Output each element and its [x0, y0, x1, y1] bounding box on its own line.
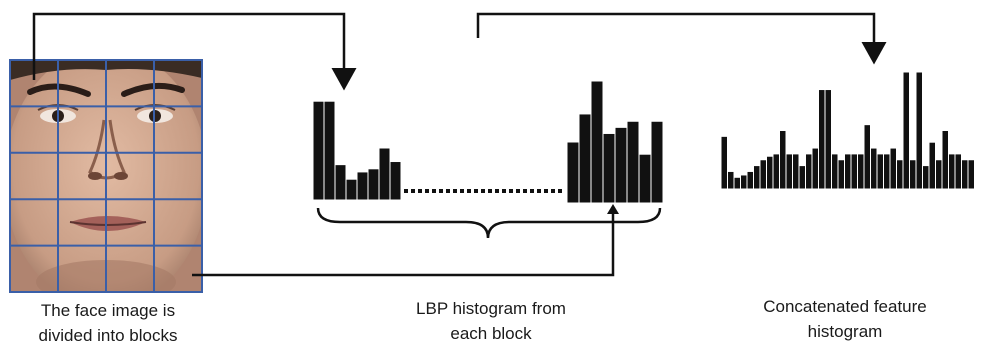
histogram-bar	[961, 159, 969, 190]
histogram-bar	[922, 165, 930, 190]
face-caption: The face image is divided into blocks	[0, 298, 216, 348]
histogram-bar	[626, 120, 640, 204]
histogram-bar	[638, 153, 652, 204]
histogram-bar	[759, 159, 767, 190]
histogram-bar	[798, 165, 806, 190]
histogram-bar	[389, 161, 402, 201]
histogram-bar	[779, 130, 787, 190]
last-block-histogram	[566, 80, 664, 204]
ellipsis-dot	[530, 189, 534, 193]
histogram-bar	[876, 153, 884, 190]
histogram-ellipsis	[404, 189, 562, 193]
ellipsis-dot	[411, 189, 415, 193]
histogram-bar	[312, 100, 325, 201]
lbp-caption: LBP histogram from each block	[376, 296, 606, 346]
histogram-bar	[792, 153, 800, 190]
histogram-bar	[720, 135, 728, 190]
histogram-bar	[367, 168, 380, 201]
ellipsis-dot	[425, 189, 429, 193]
histogram-bar	[785, 153, 793, 190]
ellipsis-dot	[460, 189, 464, 193]
ellipsis-dot	[453, 189, 457, 193]
histogram-bar	[740, 174, 748, 190]
lbp-caption-line-2: each block	[450, 324, 532, 343]
histogram-bar	[345, 178, 358, 201]
ellipsis-dot	[446, 189, 450, 193]
ellipsis-dot	[481, 189, 485, 193]
arrow-last-block-head	[607, 204, 619, 214]
histogram-bar	[356, 171, 369, 201]
histogram-bar	[614, 126, 628, 204]
ellipsis-dot	[439, 189, 443, 193]
histogram-bar	[831, 153, 839, 190]
concat-caption-line-2: histogram	[807, 322, 883, 341]
histogram-bar	[805, 153, 813, 190]
histogram-bar	[857, 153, 865, 190]
ellipsis-dot	[544, 189, 548, 193]
histogram-bar	[566, 141, 580, 204]
histogram-bar	[915, 71, 923, 190]
histogram-bar	[928, 141, 936, 190]
histogram-bar	[578, 113, 592, 204]
ellipsis-dot	[432, 189, 436, 193]
histogram-bar	[334, 164, 347, 201]
ellipsis-dot	[502, 189, 506, 193]
ellipsis-dot	[509, 189, 513, 193]
ellipsis-dot	[523, 189, 527, 193]
ellipsis-dot	[404, 189, 408, 193]
histogram-bar	[824, 89, 832, 190]
ellipsis-dot	[467, 189, 471, 193]
histogram-bar	[602, 132, 616, 204]
histogram-bar	[948, 153, 956, 190]
ellipsis-dot	[418, 189, 422, 193]
histogram-bar	[753, 165, 761, 190]
histogram-bar	[733, 176, 741, 190]
ellipsis-dot	[558, 189, 562, 193]
lbp-caption-line-1: LBP histogram from	[416, 299, 566, 318]
histogram-bar	[909, 159, 917, 190]
ellipsis-dot	[537, 189, 541, 193]
histogram-bar	[811, 147, 819, 190]
arrow-face-to-first-histogram	[32, 12, 357, 91]
histogram-bar	[870, 147, 878, 190]
histogram-bar	[323, 100, 336, 201]
ellipsis-dot	[551, 189, 555, 193]
histogram-bar	[935, 159, 943, 190]
histogram-bar	[650, 120, 664, 204]
histogram-bar	[967, 159, 975, 190]
arrow-last-block-to-histogram	[192, 210, 615, 277]
face-caption-line-2: divided into blocks	[38, 326, 178, 345]
histogram-bar	[766, 155, 774, 190]
histogram-bar	[590, 80, 604, 204]
histogram-bar	[378, 147, 391, 201]
histogram-bar	[772, 153, 780, 190]
concat-caption-line-1: Concatenated feature	[763, 297, 927, 316]
first-block-histogram	[312, 100, 402, 201]
histogram-bar	[727, 170, 735, 190]
histogram-bar	[746, 170, 754, 190]
arrow-histograms-to-concatenated	[476, 12, 887, 65]
histogram-bar	[844, 153, 852, 190]
face-caption-line-1: The face image is	[40, 301, 176, 320]
ellipsis-dot	[516, 189, 520, 193]
histogram-bar	[941, 130, 949, 190]
grouping-brace	[316, 207, 662, 239]
ellipsis-dot	[488, 189, 492, 193]
histogram-bar	[954, 153, 962, 190]
histogram-bar	[883, 153, 891, 190]
histogram-bar	[818, 89, 826, 190]
histogram-bar	[889, 147, 897, 190]
histogram-bar	[896, 159, 904, 190]
histogram-bar	[837, 159, 845, 190]
face-block-grid	[9, 59, 203, 293]
ellipsis-dot	[495, 189, 499, 193]
histogram-bar	[902, 71, 910, 190]
concat-caption: Concatenated feature histogram	[730, 294, 960, 344]
ellipsis-dot	[474, 189, 478, 193]
histogram-bar	[863, 124, 871, 190]
concatenated-histogram	[720, 71, 975, 190]
histogram-bar	[850, 153, 858, 190]
